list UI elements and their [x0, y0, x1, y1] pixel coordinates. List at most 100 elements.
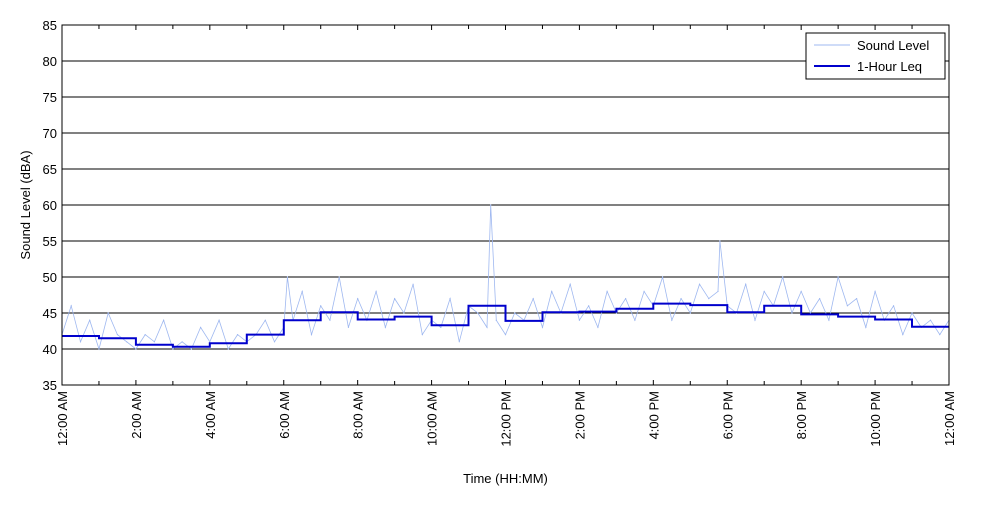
data-point-sound-level [939, 334, 941, 336]
x-tick-label: 8:00 PM [794, 391, 809, 439]
legend: Sound Level 1-Hour Leq [805, 32, 946, 80]
data-point-sound-level [634, 319, 636, 321]
data-point-sound-level [107, 312, 109, 314]
data-point-sound-level [809, 312, 812, 314]
data-point-sound-level [490, 204, 492, 206]
data-point-sound-level [172, 348, 174, 350]
data-point-sound-level [320, 305, 322, 307]
data-point-sound-level [412, 283, 414, 285]
data-point-sound-level [717, 290, 719, 292]
data-point-sound-level [892, 305, 895, 307]
data-point-sound-level [163, 319, 165, 321]
data-point-sound-level [689, 312, 691, 314]
data-point-sound-level [661, 276, 664, 278]
data-point-sound-level [79, 341, 82, 343]
data-point-sound-level [551, 290, 553, 292]
data-point-sound-level [286, 276, 289, 278]
data-point-sound-level [606, 290, 608, 292]
data-point-sound-level [329, 319, 331, 321]
data-point-sound-level [800, 290, 802, 292]
data-point-sound-level [338, 276, 340, 278]
x-tick-label: 8:00 AM [351, 391, 366, 439]
data-point-sound-level [236, 334, 239, 336]
y-tick-label: 65 [43, 162, 57, 177]
y-tick-label: 40 [43, 342, 57, 357]
data-point-sound-level [597, 326, 599, 328]
data-point-sound-level [856, 298, 858, 300]
data-point-sound-level [449, 298, 451, 300]
x-tick-label: 4:00 PM [646, 391, 661, 439]
x-axis-label: Time (HH:MM) [463, 471, 548, 486]
data-point-sound-level [514, 312, 516, 314]
data-point-sound-level [135, 348, 137, 350]
x-tick-label: 10:00 PM [868, 391, 883, 447]
data-point-sound-level [227, 348, 229, 350]
x-tick-label: 12:00 PM [499, 391, 514, 447]
data-point-sound-level [116, 334, 119, 336]
data-point-sound-level [375, 290, 377, 292]
data-point-sound-level [846, 305, 848, 307]
data-point-sound-level [708, 298, 710, 300]
data-point-sound-level [929, 319, 932, 321]
data-point-sound-level [625, 298, 627, 300]
data-point-sound-level [763, 290, 765, 292]
series-line-1-hour-leq [62, 302, 949, 348]
y-tick-label: 75 [43, 90, 57, 105]
data-point-sound-level [578, 319, 581, 321]
y-tick-label: 70 [43, 126, 57, 141]
data-point-sound-level [98, 348, 100, 350]
data-point-sound-level [643, 290, 645, 292]
y-tick-label: 50 [43, 270, 57, 285]
y-tick-label: 35 [43, 378, 57, 393]
data-point-sound-level [615, 312, 617, 314]
data-point-sound-level [70, 305, 72, 307]
data-point-sound-level [865, 326, 867, 328]
data-point-sound-level [495, 319, 497, 321]
y-tick-label: 55 [43, 234, 57, 249]
legend-label-sound-level: Sound Level [857, 38, 929, 53]
y-axis-label: Sound Level (dBA) [18, 150, 33, 259]
data-point-sound-level [782, 276, 784, 278]
data-point-sound-level [126, 341, 128, 343]
x-tick-label: 2:00 AM [129, 391, 144, 439]
series-line-sound-level [61, 204, 950, 351]
data-point-sound-level [828, 319, 830, 321]
data-point-sound-level [532, 298, 534, 300]
data-point-sound-level [89, 319, 91, 321]
data-point-sound-level [477, 312, 479, 314]
data-point-sound-level [264, 319, 266, 321]
data-point-sound-level [421, 334, 423, 336]
x-tick-label: 2:00 PM [572, 391, 587, 439]
data-point-sound-level [745, 283, 747, 285]
data-point-sound-level [181, 341, 183, 343]
data-point-sound-level [310, 334, 313, 336]
data-point-sound-level [486, 326, 488, 328]
data-point-sound-level [273, 341, 276, 343]
data-point-sound-level [190, 348, 192, 350]
data-point-sound-level [403, 312, 405, 314]
data-point-sound-level [440, 326, 442, 328]
data-point-sound-level [874, 290, 876, 292]
legend-label-1-hour-leq: 1-Hour Leq [857, 59, 922, 74]
data-point-sound-level [541, 326, 544, 328]
data-point-sound-level [680, 298, 682, 300]
data-point-sound-level [153, 341, 155, 343]
x-tick-label: 12:00 AM [55, 391, 70, 446]
data-point-sound-level [671, 319, 673, 321]
data-point-sound-level [911, 312, 913, 314]
x-tick-label: 12:00 AM [942, 391, 957, 446]
data-point-sound-level [347, 326, 350, 328]
data-point-sound-level [698, 283, 701, 285]
x-tick-label: 10:00 AM [425, 391, 440, 446]
data-point-sound-level [588, 305, 590, 307]
data-point-sound-level [719, 240, 721, 242]
legend-box [805, 32, 946, 80]
x-tick-label: 4:00 AM [203, 391, 218, 439]
data-point-sound-level [301, 290, 303, 292]
data-point-sound-level [394, 298, 396, 300]
data-point-sound-level [199, 326, 202, 328]
data-point-sound-level [357, 298, 359, 300]
y-tick-label: 45 [43, 306, 57, 321]
